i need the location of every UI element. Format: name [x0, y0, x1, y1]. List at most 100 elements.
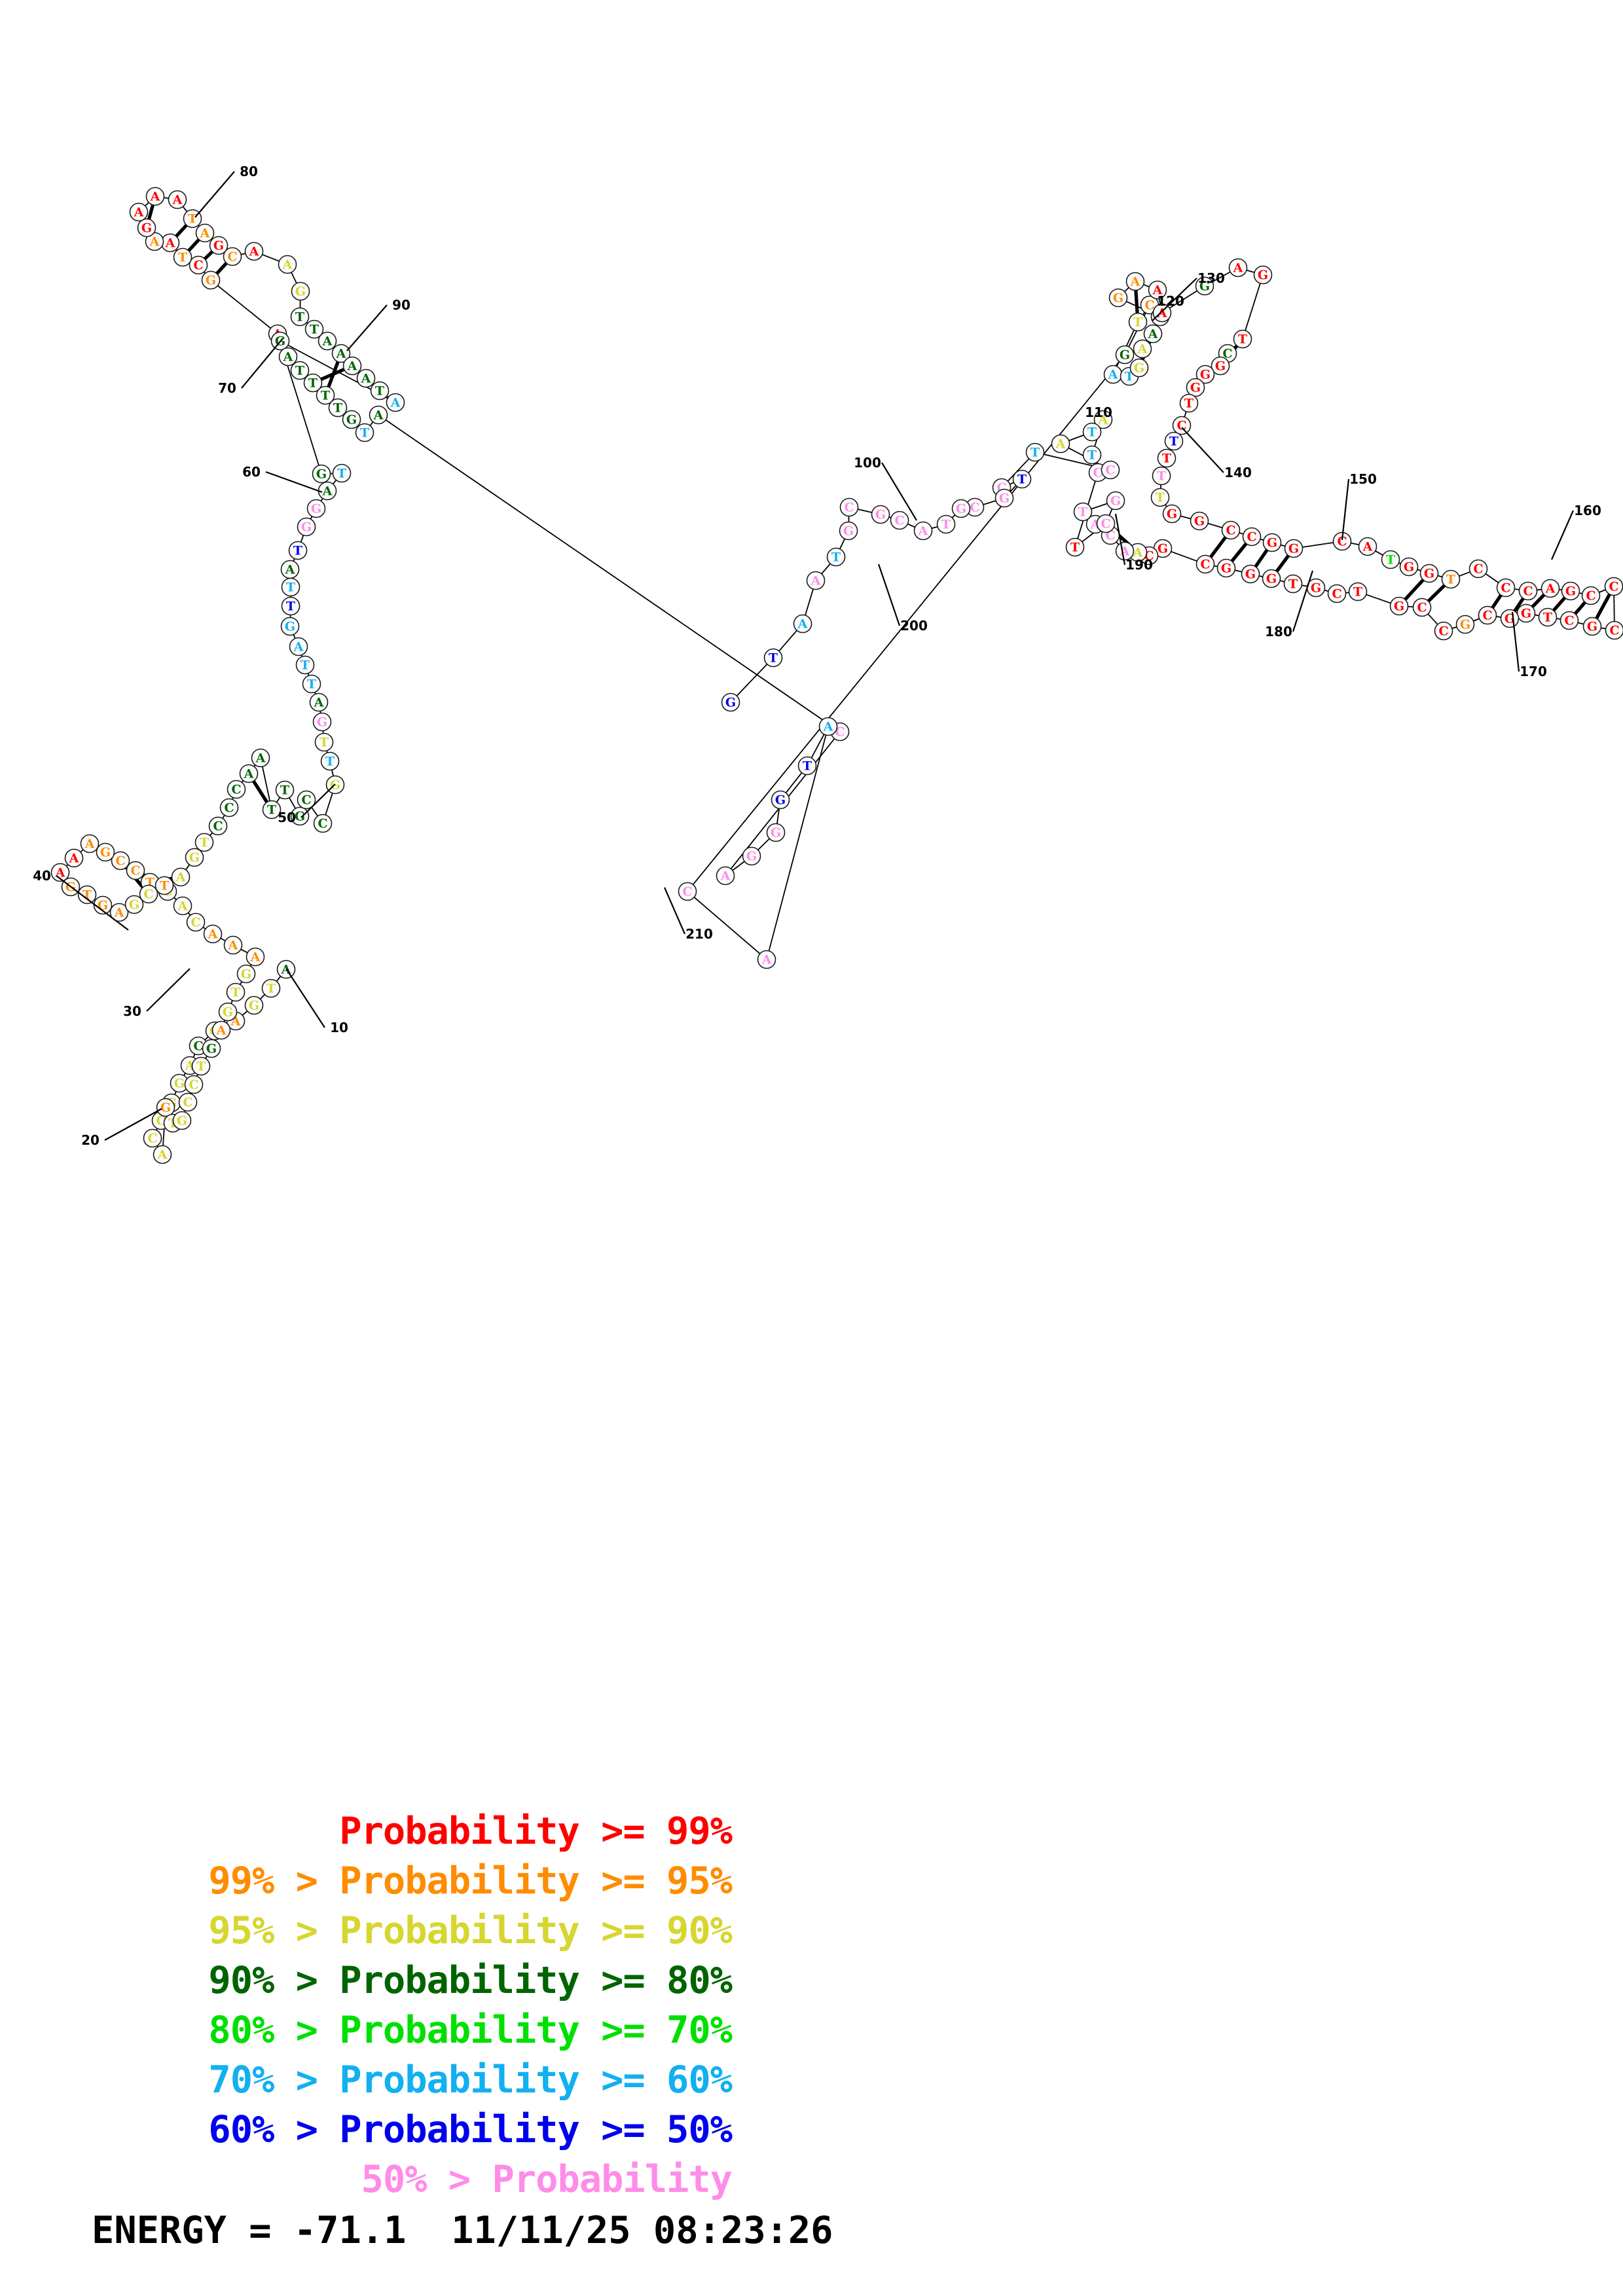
base-node[interactable]: A: [793, 614, 812, 634]
base-node[interactable]: G: [1306, 578, 1326, 598]
base-node[interactable]: C: [1332, 531, 1352, 551]
base-node[interactable]: C: [1412, 598, 1432, 617]
base-node[interactable]: A: [1228, 258, 1248, 278]
base-node[interactable]: C: [126, 861, 145, 880]
base-node[interactable]: G: [1106, 491, 1125, 511]
base-node[interactable]: A: [318, 481, 337, 501]
base-node[interactable]: T: [1179, 393, 1199, 413]
base-node[interactable]: T: [1082, 422, 1102, 442]
base-node[interactable]: T: [1283, 574, 1303, 594]
base-node[interactable]: T: [1012, 469, 1032, 489]
base-node[interactable]: G: [297, 517, 316, 537]
base-node[interactable]: G: [1455, 615, 1475, 634]
base-node[interactable]: C: [219, 798, 239, 817]
base-node[interactable]: A: [1143, 324, 1163, 344]
base-node[interactable]: T: [1381, 550, 1400, 569]
base-node[interactable]: T: [314, 732, 334, 752]
base-node[interactable]: G: [312, 464, 331, 484]
base-node[interactable]: G: [1211, 356, 1230, 376]
base-node[interactable]: A: [1133, 339, 1152, 359]
base-node[interactable]: A: [223, 935, 243, 955]
base-node[interactable]: T: [1233, 329, 1252, 349]
base-node[interactable]: T: [275, 780, 295, 800]
base-node[interactable]: C: [1559, 611, 1579, 630]
base-node[interactable]: T: [1441, 569, 1461, 589]
base-node[interactable]: C: [1478, 605, 1497, 625]
base-node[interactable]: C: [143, 1128, 162, 1148]
base-node[interactable]: C: [965, 497, 985, 517]
base-node[interactable]: T: [302, 674, 321, 694]
base-node[interactable]: C: [223, 247, 242, 266]
base-node[interactable]: G: [871, 505, 890, 524]
base-node[interactable]: G: [1195, 365, 1215, 384]
base-node[interactable]: A: [211, 1020, 231, 1040]
base-node[interactable]: T: [370, 381, 390, 401]
base-node[interactable]: C: [678, 882, 697, 901]
base-node[interactable]: G: [1262, 533, 1282, 552]
base-node[interactable]: G: [1195, 276, 1214, 296]
base-node[interactable]: T: [797, 756, 817, 776]
base-node[interactable]: T: [1152, 466, 1171, 486]
base-node[interactable]: A: [168, 190, 187, 209]
base-node[interactable]: T: [1025, 442, 1045, 462]
base-node[interactable]: A: [1051, 434, 1070, 454]
base-node[interactable]: C: [1327, 584, 1347, 603]
base-node[interactable]: A: [716, 866, 735, 886]
base-node[interactable]: A: [1148, 280, 1167, 300]
base-node[interactable]: A: [818, 717, 838, 736]
base-node[interactable]: A: [109, 903, 129, 922]
base-node[interactable]: G: [96, 842, 115, 862]
base-node[interactable]: G: [766, 823, 786, 842]
base-node[interactable]: C: [1096, 514, 1116, 533]
base-node[interactable]: G: [1253, 265, 1273, 285]
base-node[interactable]: G: [1115, 345, 1135, 365]
base-node[interactable]: T: [316, 386, 335, 405]
base-node[interactable]: A: [1093, 410, 1113, 429]
base-node[interactable]: A: [1358, 537, 1377, 556]
base-node[interactable]: G: [290, 806, 310, 826]
base-node[interactable]: G: [1582, 617, 1602, 636]
base-node[interactable]: A: [1541, 579, 1560, 598]
base-node[interactable]: C: [1221, 520, 1241, 540]
base-node[interactable]: G: [994, 488, 1014, 508]
base-node[interactable]: A: [153, 1145, 172, 1164]
base-node[interactable]: G: [771, 790, 790, 810]
base-node[interactable]: T: [77, 885, 97, 905]
base-node[interactable]: G: [202, 1039, 221, 1058]
base-node[interactable]: T: [261, 978, 281, 998]
base-node[interactable]: C: [297, 790, 316, 810]
base-node[interactable]: A: [386, 393, 405, 412]
base-node[interactable]: C: [208, 816, 228, 836]
base-node[interactable]: A: [145, 187, 165, 206]
base-node[interactable]: T: [1150, 488, 1170, 507]
base-node[interactable]: T: [936, 514, 956, 534]
base-node[interactable]: A: [160, 233, 180, 253]
base-node[interactable]: T: [1538, 607, 1558, 627]
base-node[interactable]: A: [757, 950, 776, 969]
base-node[interactable]: C: [178, 1092, 198, 1112]
base-node[interactable]: G: [236, 964, 256, 984]
base-node[interactable]: C: [1496, 578, 1516, 598]
base-node[interactable]: A: [171, 867, 191, 887]
base-node[interactable]: T: [173, 247, 192, 267]
base-node[interactable]: A: [806, 571, 826, 590]
base-node[interactable]: C: [313, 814, 333, 833]
base-node[interactable]: A: [369, 405, 388, 425]
base-node[interactable]: G: [172, 1111, 192, 1130]
base-node[interactable]: A: [244, 242, 264, 261]
base-node[interactable]: G: [306, 499, 326, 518]
base-node[interactable]: A: [173, 896, 192, 916]
base-node[interactable]: C: [1434, 621, 1453, 641]
base-node[interactable]: A: [309, 692, 329, 712]
base-node[interactable]: T: [304, 319, 324, 339]
base-node[interactable]: A: [251, 748, 270, 768]
base-node[interactable]: G: [1190, 511, 1209, 531]
base-node[interactable]: T: [1164, 431, 1184, 451]
base-node[interactable]: A: [64, 848, 84, 868]
base-node[interactable]: A: [278, 347, 298, 367]
base-node[interactable]: G: [156, 1098, 175, 1117]
base-node[interactable]: A: [195, 223, 215, 243]
base-node[interactable]: T: [288, 541, 308, 560]
base-node[interactable]: T: [1082, 445, 1102, 465]
base-node[interactable]: T: [191, 1056, 211, 1076]
